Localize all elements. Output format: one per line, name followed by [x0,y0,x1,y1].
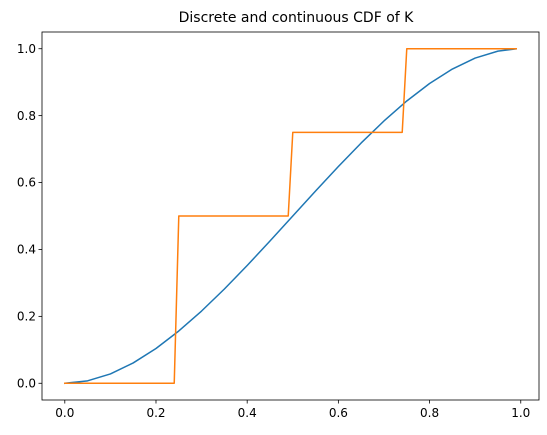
x-tick-label: 0.0 [55,406,74,420]
y-tick-label: 0.6 [17,176,36,190]
y-tick-label: 1.0 [17,42,36,56]
series-line-1 [63,47,518,385]
x-tick-label: 0.6 [329,406,348,420]
y-axis: 0.0 0.2 0.4 0.6 0.8 1.0 [17,42,42,390]
x-tick-label: 1.0 [511,406,530,420]
plot-frame [41,31,540,401]
x-tick-label: 0.8 [420,406,439,420]
chart-title: Discrete and continuous CDF of K [179,10,415,26]
x-tick-label: 0.2 [146,406,165,420]
series-line-2 [64,47,517,385]
x-axis: 0.0 0.2 0.4 0.6 0.8 1.0 [55,400,530,420]
y-tick-label: 0.4 [17,243,36,257]
plot-lines [63,47,518,385]
y-tick-label: 0.0 [17,376,36,390]
y-tick-label: 0.2 [17,310,36,324]
y-tick-label: 0.8 [17,109,36,123]
x-tick-label: 0.4 [238,406,257,420]
